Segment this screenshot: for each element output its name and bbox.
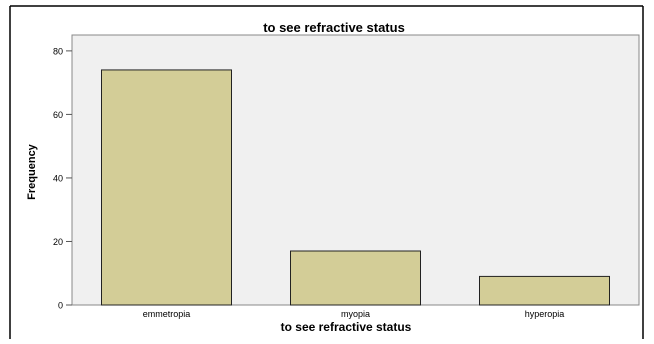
bar-myopia (290, 250, 421, 306)
y-tick-label: 40 (53, 173, 63, 183)
x-axis-label: to see refractive status (281, 320, 412, 334)
x-tick-label: hyperopia (525, 309, 565, 319)
y-axis: 0 20 40 60 80 (53, 46, 72, 311)
y-tick-label: 20 (53, 237, 63, 247)
y-axis-label: Frequency (26, 143, 38, 200)
chart-title: to see refractive status (263, 20, 405, 35)
x-axis: emmetropia myopia hyperopia (143, 309, 565, 319)
x-tick-label: emmetropia (143, 309, 191, 319)
y-tick-label: 80 (53, 46, 63, 56)
y-tick-label: 0 (58, 301, 63, 311)
bars (101, 69, 610, 306)
x-tick-label: myopia (341, 309, 370, 319)
bar-emmetropia (101, 69, 232, 306)
bar-hyperopia (479, 275, 610, 306)
y-tick-label: 60 (53, 110, 63, 120)
